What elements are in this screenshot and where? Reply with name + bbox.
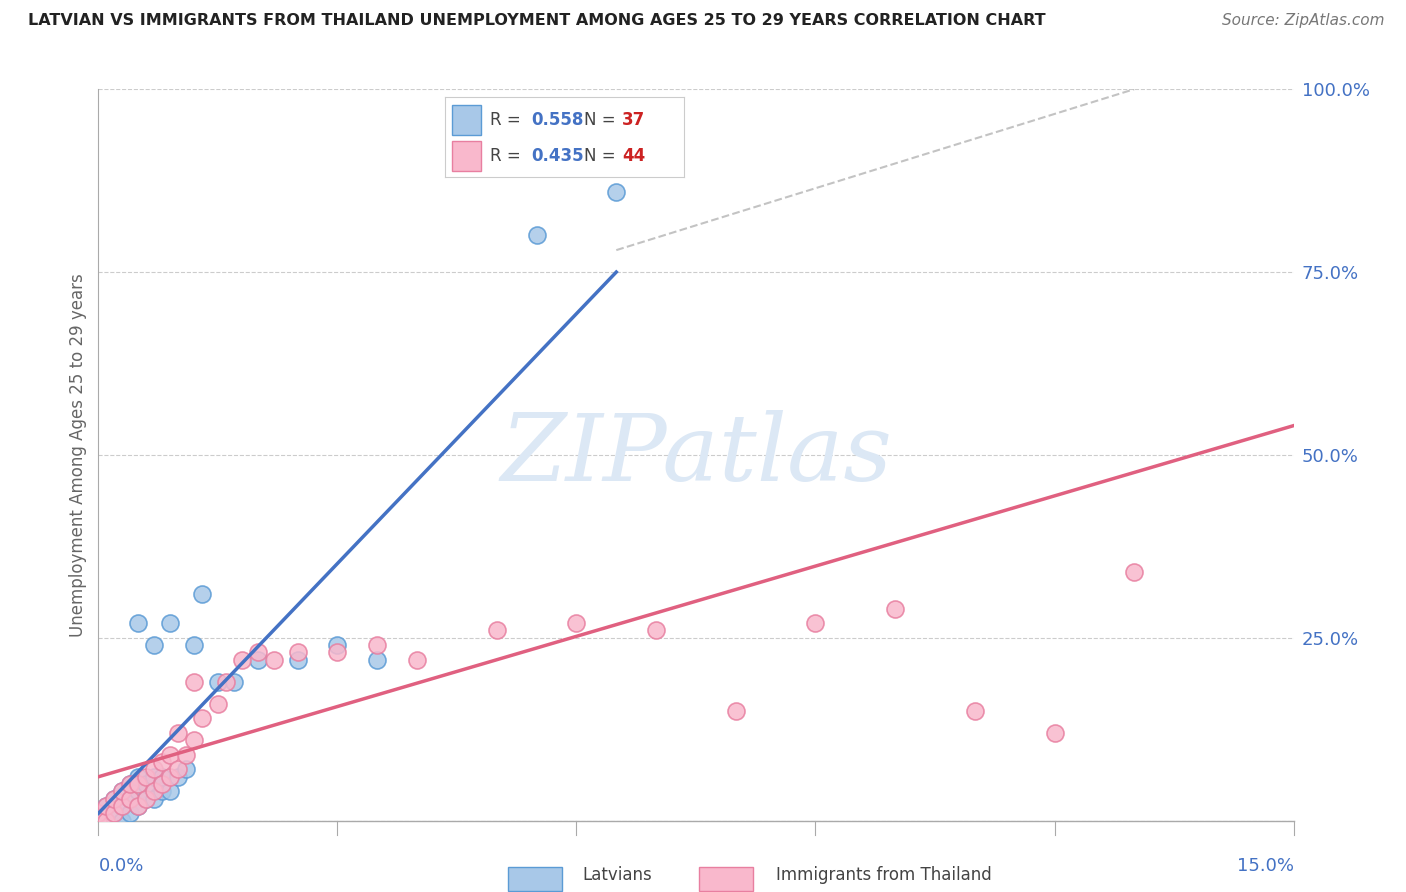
Point (183, 638, 205, 652)
Point (526, 228, 548, 243)
Point (120, 777, 142, 791)
Point (103, 791, 125, 805)
Point (215, 674, 238, 689)
Point (174, 763, 197, 777)
Point (127, 616, 149, 631)
Point (87, 806, 110, 821)
Point (135, 791, 157, 805)
Point (150, 777, 173, 791)
Point (143, 784, 166, 798)
Point (111, 784, 134, 798)
Point (167, 763, 190, 777)
Point (1043, 726, 1066, 740)
Point (191, 711, 214, 725)
Point (207, 674, 229, 689)
Point (605, 185, 627, 199)
Point (120, 791, 142, 805)
Point (804, 616, 827, 631)
Point (326, 645, 349, 659)
Point (127, 799, 149, 814)
Point (135, 770, 157, 784)
Point (159, 616, 181, 631)
Point (159, 784, 181, 798)
Point (183, 674, 205, 689)
Point (120, 777, 142, 791)
Text: 15.0%: 15.0% (1236, 857, 1294, 875)
Point (159, 770, 181, 784)
Point (135, 791, 157, 805)
Point (326, 638, 349, 652)
Point (884, 601, 907, 615)
Point (231, 653, 253, 667)
Point (1123, 565, 1146, 579)
Point (183, 733, 205, 747)
Point (96, 799, 118, 814)
Text: ZIPatlas: ZIPatlas (501, 410, 891, 500)
Point (150, 755, 173, 769)
Point (167, 770, 190, 784)
Point (143, 638, 166, 652)
Point (96, 799, 118, 814)
Text: Immigrants from Thailand: Immigrants from Thailand (776, 866, 991, 885)
Point (565, 616, 588, 631)
Point (127, 799, 149, 814)
Point (127, 784, 149, 798)
Point (366, 653, 388, 667)
Point (143, 770, 166, 784)
Point (167, 726, 190, 740)
Point (263, 653, 285, 667)
Point (96, 814, 118, 828)
Point (246, 653, 269, 667)
Point (366, 638, 388, 652)
Point (111, 799, 134, 814)
Point (150, 784, 173, 798)
Point (159, 747, 181, 762)
Point (103, 791, 125, 805)
Text: Source: ZipAtlas.com: Source: ZipAtlas.com (1222, 13, 1385, 29)
Point (406, 653, 429, 667)
Point (645, 624, 668, 638)
Point (87, 806, 110, 821)
Point (111, 799, 134, 814)
Text: Latvians: Latvians (582, 866, 652, 885)
Point (150, 770, 173, 784)
Point (111, 784, 134, 798)
Point (287, 645, 309, 659)
Text: 0.0%: 0.0% (98, 857, 143, 875)
Point (120, 791, 142, 805)
Point (222, 674, 245, 689)
Point (96, 814, 118, 828)
Point (143, 763, 166, 777)
Point (724, 704, 747, 718)
Point (87, 814, 110, 828)
Point (143, 791, 166, 805)
Point (485, 624, 508, 638)
Point (120, 806, 142, 821)
Point (103, 806, 125, 821)
Text: LATVIAN VS IMMIGRANTS FROM THAILAND UNEMPLOYMENT AMONG AGES 25 TO 29 YEARS CORRE: LATVIAN VS IMMIGRANTS FROM THAILAND UNEM… (28, 13, 1046, 29)
Point (287, 653, 309, 667)
Point (111, 814, 134, 828)
Point (103, 806, 125, 821)
Point (191, 587, 214, 601)
Point (246, 645, 269, 659)
Y-axis label: Unemployment Among Ages 25 to 29 years: Unemployment Among Ages 25 to 29 years (69, 273, 87, 637)
Point (963, 704, 986, 718)
Point (174, 747, 197, 762)
Point (127, 770, 149, 784)
Point (87, 814, 110, 828)
Point (207, 697, 229, 711)
Point (127, 777, 149, 791)
Point (135, 777, 157, 791)
